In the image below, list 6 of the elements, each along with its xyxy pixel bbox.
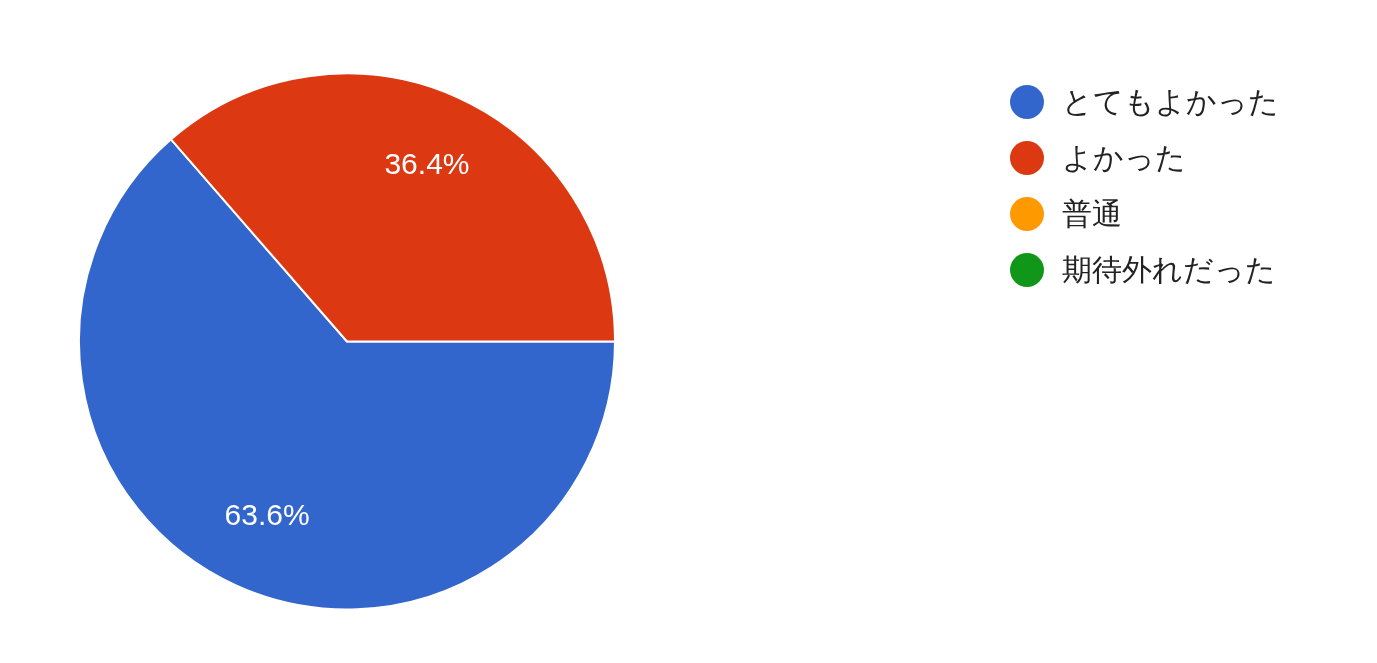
data-label: 36.4% bbox=[384, 147, 470, 181]
legend-label: 普通 bbox=[1062, 194, 1122, 233]
legend-label: よかった bbox=[1062, 138, 1186, 177]
legend-label: とてもよかった bbox=[1062, 82, 1279, 121]
data-label: 63.6% bbox=[224, 498, 310, 532]
legend-label: 期待外れだった bbox=[1062, 250, 1276, 289]
